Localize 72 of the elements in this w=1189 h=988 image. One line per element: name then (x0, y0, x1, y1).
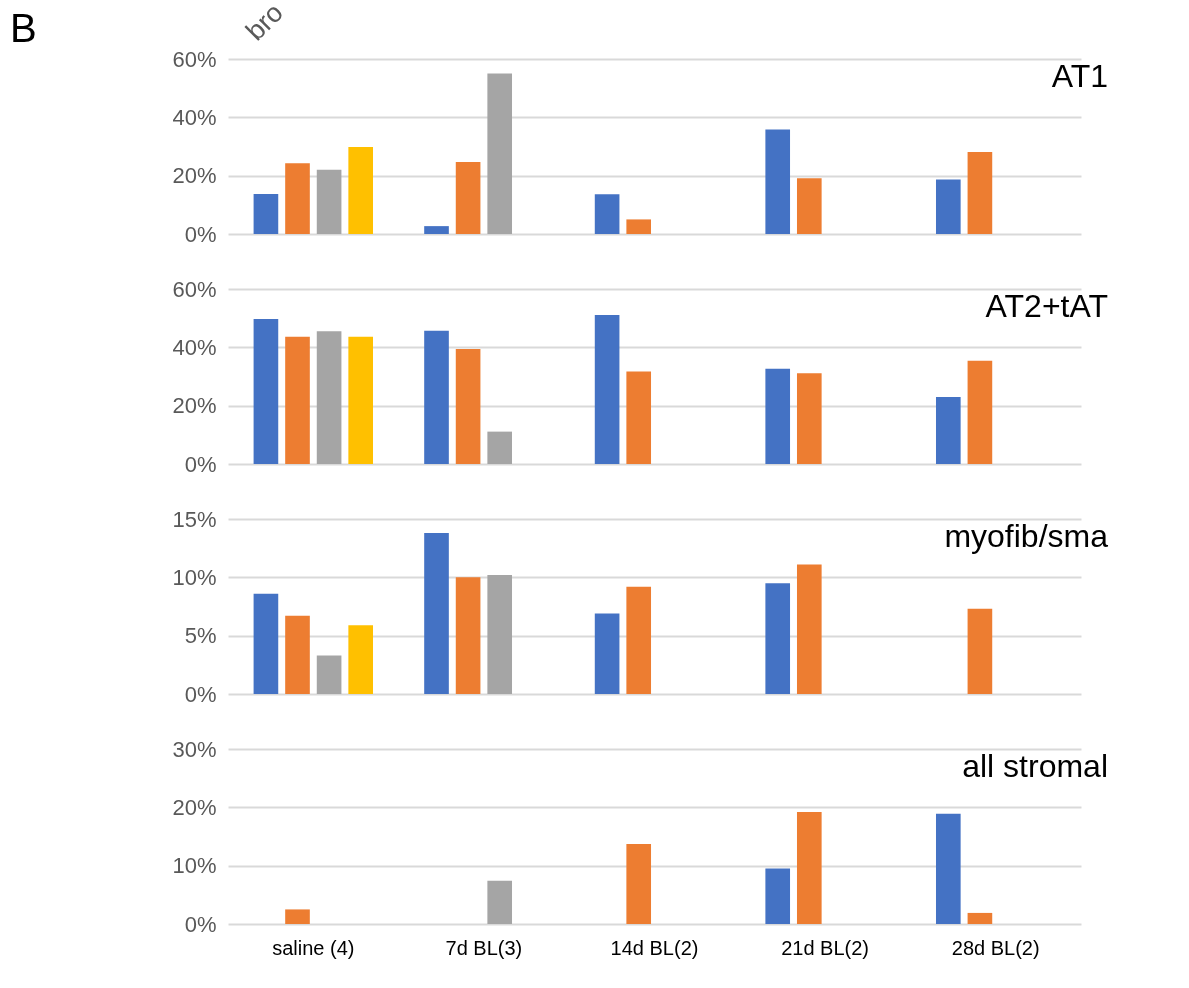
bar (316, 655, 342, 694)
x-tick-label: 7d BL(3) (445, 936, 523, 959)
bar (594, 613, 620, 694)
bar (316, 169, 342, 234)
bar (796, 178, 822, 234)
chart-title: all stromal (962, 748, 1108, 784)
bar (285, 163, 310, 234)
y-tick-label: 40% (172, 104, 217, 130)
bar (594, 194, 620, 234)
bar (626, 371, 652, 464)
bar (796, 812, 822, 924)
bar (796, 373, 822, 464)
bar (765, 129, 791, 234)
bar (424, 330, 449, 464)
x-tick-label: 21d BL(2) (781, 936, 870, 959)
text: bro (240, 0, 290, 47)
x-tick-label: saline (4) (272, 936, 355, 959)
bar (487, 431, 513, 464)
bar (285, 336, 310, 464)
y-tick-label: 10% (172, 564, 217, 590)
y-tick-label: 0% (184, 911, 217, 937)
y-tick-label: 20% (172, 393, 217, 419)
bar (455, 349, 481, 464)
bar (487, 575, 513, 694)
y-tick-label: 15% (172, 506, 217, 532)
bar (348, 147, 374, 234)
bar (455, 577, 481, 694)
y-tick-label: 10% (172, 853, 217, 879)
y-tick-label: 20% (172, 794, 217, 820)
bar (348, 625, 374, 694)
bar (487, 73, 513, 234)
bar (487, 880, 513, 924)
bar (935, 396, 961, 464)
bar (424, 226, 449, 234)
y-tick-label: 60% (172, 46, 217, 72)
y-tick-label: 40% (172, 334, 217, 360)
bar (935, 813, 961, 924)
bar (316, 331, 342, 464)
bar (626, 844, 652, 924)
bar (796, 564, 822, 694)
y-tick-label: 30% (172, 736, 217, 762)
bar (348, 336, 374, 464)
chart-title: AT2+tAT (985, 288, 1108, 324)
bar (967, 152, 993, 234)
y-tick-label: 5% (184, 623, 217, 649)
y-tick-label: 0% (184, 681, 217, 707)
x-tick-label: 14d BL(2) (610, 936, 699, 959)
bar (424, 533, 449, 694)
bar (626, 586, 652, 694)
x-tick-label: 28d BL(2) (951, 936, 1040, 959)
bar (455, 161, 481, 234)
y-tick-label: 60% (172, 276, 217, 302)
y-tick-label: 0% (184, 451, 217, 477)
bar (285, 615, 310, 694)
chart-title: myofib/sma (944, 518, 1109, 554)
bar (765, 583, 791, 694)
bar (765, 368, 791, 464)
bar (967, 608, 993, 694)
bar (253, 593, 279, 694)
bar (935, 179, 961, 234)
chart-title: AT1 (1051, 58, 1108, 94)
bar (626, 219, 652, 234)
y-tick-label: 20% (172, 163, 217, 189)
bar (253, 319, 279, 464)
bar (285, 909, 310, 924)
bar (253, 194, 279, 234)
bar (765, 868, 791, 924)
bar (967, 360, 993, 464)
bar (594, 314, 620, 464)
y-tick-label: 0% (184, 221, 217, 247)
text: B (10, 6, 37, 51)
bar (967, 912, 993, 924)
